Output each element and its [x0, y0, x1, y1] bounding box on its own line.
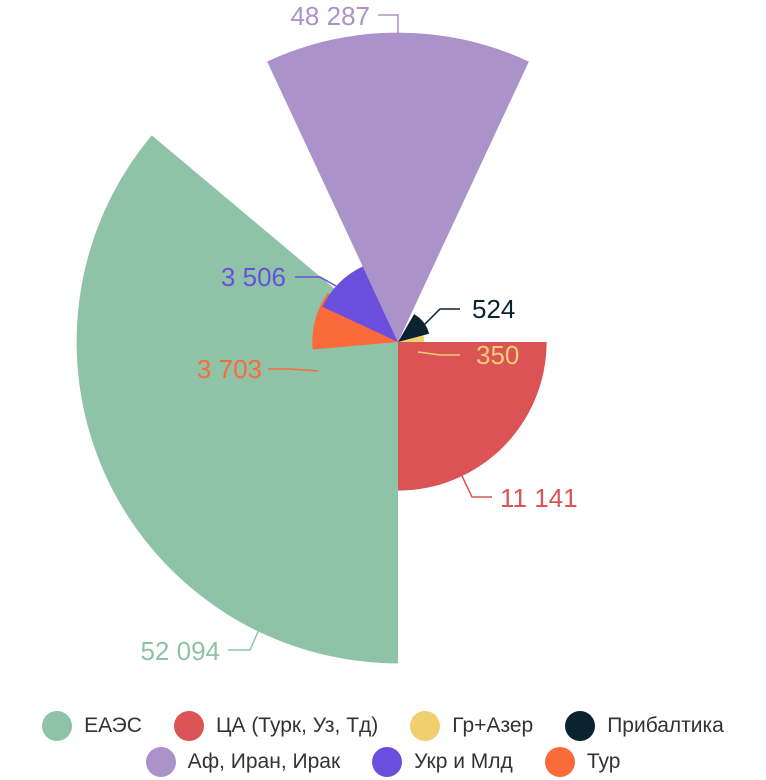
value-label-ca: 11 141	[500, 483, 578, 513]
legend-row-2: Аф, Иран, Ирак Укр и Млд Тур	[0, 744, 766, 780]
leader-line-af-iran-irak	[378, 14, 399, 39]
slice-af-iran-irak[interactable]	[267, 32, 529, 342]
value-label-eaes: 52 094	[140, 636, 220, 666]
chart-slices	[76, 32, 547, 664]
legend-swatch	[565, 711, 596, 741]
legend-item-ukr-mld[interactable]: Укр и Млд	[372, 747, 513, 777]
legend-item-eaes[interactable]: ЕАЭС	[42, 711, 142, 741]
slice-ukr-mld[interactable]	[322, 266, 398, 342]
leader-line-pribaltika	[422, 308, 460, 327]
legend-item-gr-azer[interactable]: Гр+Азер	[410, 711, 533, 741]
legend-swatch	[372, 747, 403, 777]
slice-pribaltika[interactable]	[398, 314, 430, 342]
legend-item-ca[interactable]: ЦА (Турк, Уз, Тд)	[173, 711, 379, 741]
legend-label: Гр+Азер	[452, 714, 534, 737]
legend-label: Тур	[586, 750, 621, 773]
value-label-af-iran-irak: 48 287	[290, 1, 370, 31]
chart-value-labels: 52 094 11 141 350 524 48 287 3 506 3 703	[140, 1, 577, 666]
value-label-pribaltika: 524	[472, 294, 515, 324]
leader-line-eaes	[228, 626, 261, 651]
legend-label: ЦА (Турк, Уз, Тд)	[215, 714, 379, 737]
value-label-tur: 3 703	[197, 354, 262, 384]
legend-row-1: ЕАЭС ЦА (Турк, Уз, Тд) Гр+Азер Прибалтик…	[0, 708, 766, 744]
leader-line-ca	[461, 475, 492, 498]
leader-line-gr-azer	[417, 351, 460, 356]
legend-item-pribaltika[interactable]: Прибалтика	[565, 711, 724, 741]
legend-label: Аф, Иран, Ирак	[187, 750, 341, 773]
legend-label: Прибалтика	[607, 714, 724, 737]
slice-gr-azer[interactable]	[398, 335, 425, 342]
value-label-ukr-mld: 3 506	[221, 262, 286, 292]
legend-swatch	[173, 711, 204, 741]
legend-label: Укр и Млд	[414, 750, 513, 773]
polar-area-chart: 52 094 11 141 350 524 48 287 3 506 3 703	[76, 1, 578, 666]
legend-item-af-iran-irak[interactable]: Аф, Иран, Ирак	[145, 747, 341, 777]
leader-line-ukr-mld	[295, 276, 344, 291]
leader-line-tur	[268, 368, 319, 372]
legend-swatch	[410, 711, 441, 741]
legend-swatch	[145, 747, 176, 777]
legend-item-tur[interactable]: Тур	[544, 747, 621, 777]
chart-legend: ЕАЭС ЦА (Турк, Уз, Тд) Гр+Азер Прибалтик…	[0, 708, 766, 780]
legend-swatch	[544, 747, 575, 777]
legend-label: ЕАЭС	[84, 714, 142, 737]
value-label-gr-azer: 350	[476, 340, 519, 370]
slice-eaes[interactable]	[76, 135, 398, 664]
slice-ca[interactable]	[398, 342, 547, 491]
legend-swatch	[42, 711, 73, 741]
